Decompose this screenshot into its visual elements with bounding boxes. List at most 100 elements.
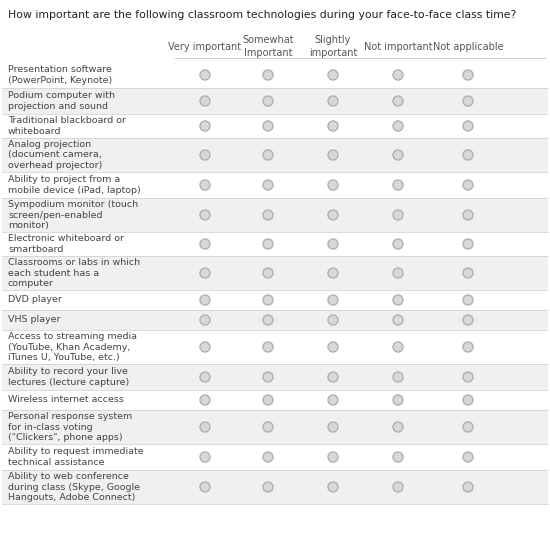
- Text: VHS player: VHS player: [8, 316, 60, 324]
- Circle shape: [200, 395, 210, 405]
- Text: Access to streaming media
(YouTube, Khan Academy,
iTunes U, YouTube, etc.): Access to streaming media (YouTube, Khan…: [8, 332, 137, 362]
- Circle shape: [200, 150, 210, 160]
- Bar: [2, 114, 548, 138]
- Circle shape: [328, 482, 338, 492]
- Circle shape: [393, 342, 403, 352]
- Circle shape: [463, 96, 473, 106]
- Text: Personal response system
for in-class voting
("Clickers", phone apps): Personal response system for in-class vo…: [8, 412, 132, 442]
- Bar: [2, 444, 548, 470]
- Circle shape: [200, 180, 210, 190]
- Circle shape: [200, 315, 210, 325]
- Circle shape: [463, 180, 473, 190]
- Circle shape: [200, 422, 210, 432]
- Text: Presentation software
(PowerPoint, Keynote): Presentation software (PowerPoint, Keyno…: [8, 65, 112, 85]
- Circle shape: [463, 482, 473, 492]
- Circle shape: [328, 121, 338, 131]
- Circle shape: [200, 210, 210, 220]
- Circle shape: [328, 239, 338, 249]
- Text: How important are the following classroom technologies during your face-to-face : How important are the following classroo…: [8, 10, 516, 20]
- Circle shape: [200, 239, 210, 249]
- Text: Not important: Not important: [364, 41, 432, 52]
- Circle shape: [263, 342, 273, 352]
- Circle shape: [463, 342, 473, 352]
- Text: Ability to request immediate
technical assistance: Ability to request immediate technical a…: [8, 447, 144, 467]
- Text: DVD player: DVD player: [8, 295, 62, 305]
- Bar: [2, 390, 548, 410]
- Circle shape: [200, 295, 210, 305]
- Bar: [2, 290, 548, 310]
- Text: Ability to project from a
mobile device (iPad, laptop): Ability to project from a mobile device …: [8, 175, 141, 195]
- Circle shape: [263, 210, 273, 220]
- Circle shape: [263, 268, 273, 278]
- Circle shape: [263, 295, 273, 305]
- Circle shape: [263, 395, 273, 405]
- Circle shape: [328, 452, 338, 462]
- Circle shape: [263, 150, 273, 160]
- Circle shape: [263, 121, 273, 131]
- Circle shape: [393, 96, 403, 106]
- Circle shape: [328, 422, 338, 432]
- Circle shape: [328, 210, 338, 220]
- Bar: [2, 410, 548, 444]
- Circle shape: [200, 268, 210, 278]
- Circle shape: [463, 268, 473, 278]
- Circle shape: [463, 372, 473, 382]
- Circle shape: [393, 395, 403, 405]
- Bar: [2, 62, 548, 88]
- Circle shape: [393, 452, 403, 462]
- Circle shape: [328, 70, 338, 80]
- Bar: [2, 232, 548, 256]
- Circle shape: [200, 70, 210, 80]
- Circle shape: [393, 70, 403, 80]
- Circle shape: [393, 180, 403, 190]
- Circle shape: [328, 96, 338, 106]
- Circle shape: [200, 452, 210, 462]
- Circle shape: [463, 150, 473, 160]
- Circle shape: [463, 210, 473, 220]
- Circle shape: [328, 150, 338, 160]
- Text: Ability to web conference
during class (Skype, Google
Hangouts, Adobe Connect): Ability to web conference during class (…: [8, 472, 140, 502]
- Circle shape: [263, 452, 273, 462]
- Bar: [2, 198, 548, 232]
- Bar: [2, 138, 548, 172]
- Text: Classrooms or labs in which
each student has a
computer: Classrooms or labs in which each student…: [8, 258, 140, 288]
- Circle shape: [393, 268, 403, 278]
- Circle shape: [200, 482, 210, 492]
- Circle shape: [463, 70, 473, 80]
- Text: Podium computer with
projection and sound: Podium computer with projection and soun…: [8, 91, 115, 111]
- Circle shape: [393, 295, 403, 305]
- Circle shape: [393, 239, 403, 249]
- Circle shape: [393, 210, 403, 220]
- Circle shape: [263, 422, 273, 432]
- Circle shape: [263, 239, 273, 249]
- Bar: [2, 88, 548, 114]
- Circle shape: [463, 395, 473, 405]
- Circle shape: [393, 422, 403, 432]
- Text: Wireless internet access: Wireless internet access: [8, 395, 124, 404]
- Bar: [2, 172, 548, 198]
- Circle shape: [328, 395, 338, 405]
- Circle shape: [200, 96, 210, 106]
- Circle shape: [463, 452, 473, 462]
- Text: Slightly
important: Slightly important: [309, 35, 357, 58]
- Circle shape: [463, 315, 473, 325]
- Circle shape: [200, 342, 210, 352]
- Circle shape: [463, 121, 473, 131]
- Circle shape: [393, 482, 403, 492]
- Circle shape: [263, 482, 273, 492]
- Circle shape: [263, 180, 273, 190]
- Circle shape: [328, 342, 338, 352]
- Text: Very important: Very important: [168, 41, 241, 52]
- Circle shape: [393, 315, 403, 325]
- Circle shape: [200, 121, 210, 131]
- Circle shape: [393, 121, 403, 131]
- Text: Sympodium monitor (touch
screen/pen-enabled
monitor): Sympodium monitor (touch screen/pen-enab…: [8, 200, 138, 230]
- Text: Somewhat
Important: Somewhat Important: [242, 35, 294, 58]
- Text: Analog projection
(document camera,
overhead projector): Analog projection (document camera, over…: [8, 140, 102, 170]
- Bar: [2, 330, 548, 364]
- Bar: [2, 310, 548, 330]
- Circle shape: [328, 295, 338, 305]
- Circle shape: [328, 315, 338, 325]
- Text: Traditional blackboard or
whiteboard: Traditional blackboard or whiteboard: [8, 116, 126, 136]
- Text: Not applicable: Not applicable: [433, 41, 503, 52]
